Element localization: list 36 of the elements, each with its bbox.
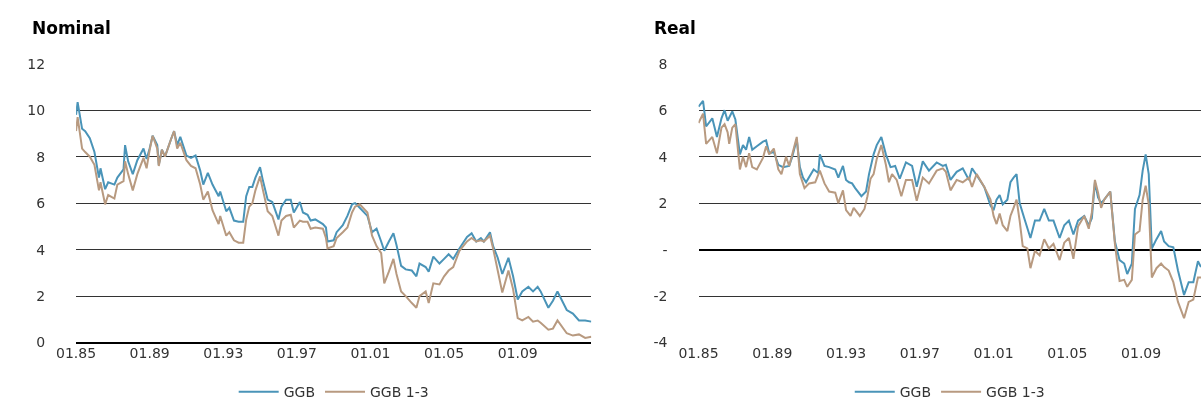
x-tick-label: 01.97 (276, 344, 317, 361)
x-tick-label: 01.09 (1121, 344, 1162, 361)
x-tick-label: 01.89 (752, 344, 793, 361)
x-tick-label: 01.01 (973, 344, 1014, 361)
y-tick-label: 8 (658, 55, 668, 72)
x-tick-label: 01.09 (497, 344, 538, 361)
x-tick-label: 01.01 (350, 344, 391, 361)
y-tick-label: 2 (658, 195, 668, 212)
legend-label: GGB 1-3 (986, 384, 1045, 401)
y-tick-label: - (662, 241, 668, 258)
x-tick-label: 01.05 (1047, 344, 1088, 361)
line-series (698, 112, 1201, 320)
chart-title: Real (654, 18, 696, 38)
y-tick-label: 10 (27, 102, 46, 119)
chart-title: Nominal (32, 18, 111, 38)
y-tick-label: -2 (653, 287, 668, 304)
y-tick-label: 6 (36, 195, 46, 212)
x-tick-label: 01.85 (678, 344, 719, 361)
x-tick-label: 01.93 (203, 344, 244, 361)
x-tick-label: 01.05 (424, 344, 465, 361)
legend-label: GGB (899, 384, 932, 401)
y-tick-label: 4 (658, 148, 668, 165)
line-series (698, 99, 1201, 296)
x-tick-label: 01.85 (56, 344, 97, 361)
y-tick-label: 0 (36, 334, 46, 351)
x-tick-label: 01.93 (826, 344, 867, 361)
y-tick-label: 4 (36, 241, 46, 258)
legend-label: GGB 1-3 (370, 384, 429, 401)
legend-label: GGB (283, 384, 315, 401)
y-tick-label: 12 (27, 55, 46, 72)
x-tick-label: 01.89 (129, 344, 170, 361)
y-tick-label: 2 (36, 287, 46, 304)
x-tick-label: 01.97 (899, 344, 940, 361)
y-tick-label: -4 (653, 334, 668, 351)
y-tick-label: 8 (36, 148, 46, 165)
y-tick-label: 6 (658, 102, 668, 119)
